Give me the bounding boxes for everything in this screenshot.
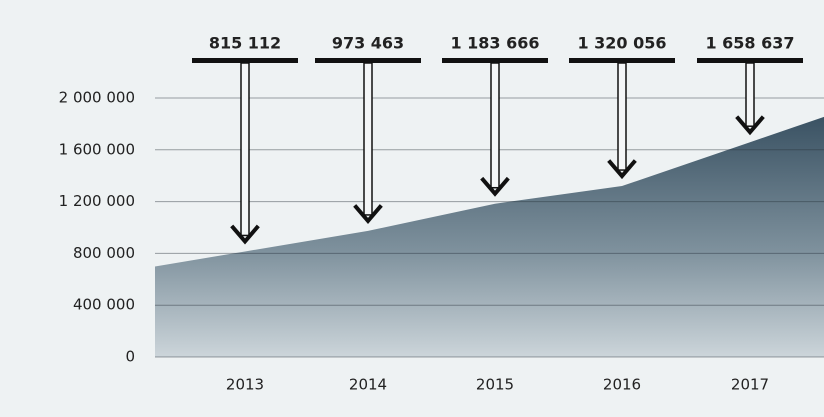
x-tick-label: 2017: [731, 376, 769, 394]
label-bar: [569, 58, 675, 63]
arrow: [735, 62, 765, 136]
value-label: 815 112: [209, 34, 281, 53]
arrow-head: [735, 115, 765, 136]
x-tick-label: 2016: [603, 376, 641, 394]
value-label: 1 320 056: [577, 34, 666, 53]
arrow-head: [480, 176, 510, 197]
y-tick-label: 2 000 000: [59, 89, 135, 107]
x-tick-label: 2014: [349, 376, 387, 394]
y-tick-label: 400 000: [73, 296, 135, 314]
arrow-shaft: [617, 62, 627, 171]
arrow-head: [353, 204, 383, 225]
label-bar: [192, 58, 298, 63]
arrow: [230, 62, 260, 245]
label-bar: [697, 58, 803, 63]
arrow-shaft: [745, 62, 755, 127]
arrow-head: [607, 159, 637, 180]
label-bar: [315, 58, 421, 63]
value-label: 1 183 666: [450, 34, 539, 53]
arrow: [353, 62, 383, 225]
value-label: 973 463: [332, 34, 404, 53]
area: [155, 116, 824, 357]
arrow-shaft: [363, 62, 373, 216]
y-tick-label: 1 600 000: [59, 140, 135, 158]
arrow-head: [230, 224, 260, 245]
y-tick-label: 1 200 000: [59, 192, 135, 210]
y-tick-label: 0: [125, 348, 135, 366]
x-tick-label: 2013: [226, 376, 264, 394]
y-tick-label: 800 000: [73, 244, 135, 262]
arrow: [607, 62, 637, 180]
value-label: 1 658 637: [705, 34, 794, 53]
arrow-shaft: [240, 62, 250, 237]
x-tick-label: 2015: [476, 376, 514, 394]
arrow-shaft: [490, 62, 500, 189]
label-bar: [442, 58, 548, 63]
arrow: [480, 62, 510, 197]
